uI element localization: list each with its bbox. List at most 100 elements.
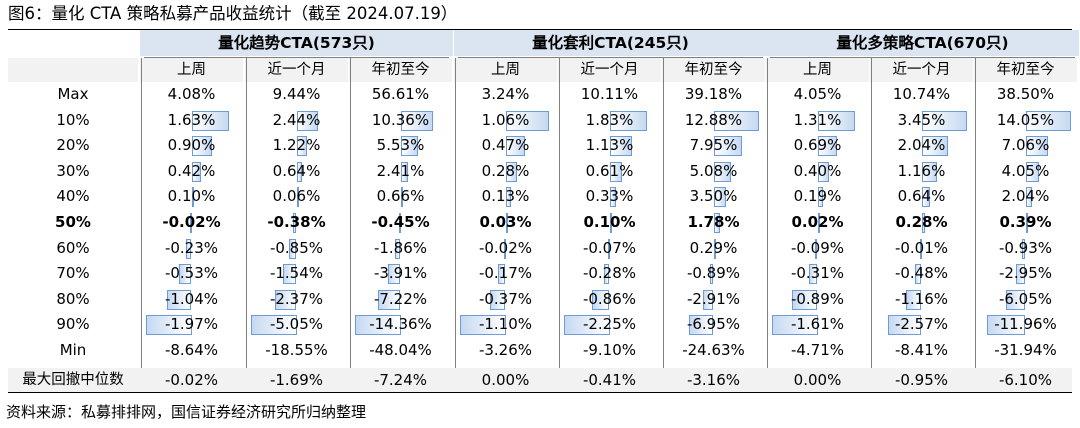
row-label: 70% (56, 264, 90, 283)
table-cell: -8.64% (164, 341, 219, 359)
data-bar (609, 213, 612, 233)
row-label: 40% (56, 187, 90, 206)
data-bar (191, 110, 230, 131)
data-bar (400, 110, 434, 131)
table-cell: -0.48% (894, 264, 949, 283)
data-bar (146, 315, 192, 336)
column-separator (350, 58, 351, 368)
table-cell: -0.38% (267, 213, 326, 231)
group-underline (770, 57, 1075, 58)
row-label: 20% (56, 136, 90, 155)
group-underline (144, 57, 449, 58)
data-bar (288, 238, 297, 259)
table-cell: 0.64% (897, 187, 946, 206)
table-cell: -2.95% (998, 264, 1053, 283)
table-cell: 0.10% (167, 187, 216, 206)
table-cell: 14.05% (996, 110, 1055, 129)
data-bar (921, 161, 937, 182)
table-cell: -31.94% (994, 341, 1057, 359)
group-header: 量化多策略CTA(670只) (836, 34, 1009, 52)
table-cell: 3.45% (897, 110, 946, 129)
data-bar (906, 289, 922, 310)
data-bar (1025, 187, 1033, 208)
table-cell: 1.63% (167, 110, 216, 129)
column-header: 上周 (766, 58, 869, 82)
data-bar (713, 187, 726, 208)
table-cell: 5.08% (689, 161, 738, 180)
data-bar (498, 264, 506, 285)
table-cell: 4.05% (793, 85, 842, 103)
table-cell: -4.71% (790, 341, 845, 359)
data-bar (355, 315, 401, 336)
group-header-bg (766, 30, 1079, 56)
table-cell: -0.01% (894, 238, 949, 257)
data-bar (817, 161, 829, 182)
drawdown-cell: -1.69% (269, 371, 324, 389)
data-bar (186, 238, 192, 259)
row-label: 90% (56, 315, 90, 334)
table-cell: -0.31% (790, 264, 845, 283)
table-cell: 0.64% (272, 161, 321, 180)
table-cell: 12.88% (684, 110, 743, 129)
data-bar (1025, 136, 1049, 157)
column-header: 近一个月 (870, 58, 973, 82)
data-bar (710, 264, 714, 285)
drawdown-row-bg (8, 368, 1072, 392)
table-cell: -18.55% (265, 341, 328, 359)
data-bar (703, 289, 714, 310)
table-cell: -8.41% (894, 341, 949, 359)
group-header: 量化套利CTA(245只) (532, 34, 689, 52)
data-bar (400, 136, 419, 157)
data-bar (915, 264, 922, 285)
data-bar (1015, 264, 1026, 285)
drawdown-cell: -0.95% (894, 371, 949, 389)
table-cell: 0.33% (585, 187, 634, 206)
table-cell: 0.02% (791, 213, 844, 231)
data-bar (179, 264, 192, 285)
group-header: 量化趋势CTA(573只) (218, 34, 375, 52)
data-bar (400, 161, 409, 182)
table-cell: 0.90% (167, 136, 216, 155)
table-cell: 0.66% (376, 187, 425, 206)
table-cell: 1.31% (793, 110, 842, 129)
table-cell: 3.50% (689, 187, 738, 206)
table-cell: 10.74% (892, 85, 951, 103)
data-bar (564, 315, 610, 336)
table-cell: -0.85% (269, 238, 324, 257)
row-label: Max (57, 85, 89, 103)
drawdown-cell: -0.02% (164, 371, 219, 389)
row-label: 30% (56, 161, 90, 180)
row-label: 10% (56, 110, 90, 129)
group-header-bg (454, 30, 767, 56)
table-cell: 1.22% (272, 136, 321, 155)
data-bar (1005, 289, 1026, 310)
data-bar (887, 315, 922, 336)
table-cell: 0.61% (585, 161, 634, 180)
drawdown-cell: -3.16% (686, 371, 741, 389)
drawdown-row-label: 最大回撤中位数 (22, 372, 124, 388)
data-bar (275, 289, 297, 310)
table-cell: -9.10% (582, 341, 637, 359)
table-cell: -0.07% (582, 238, 637, 257)
table-cell: 0.39% (999, 213, 1052, 231)
column-header: 上周 (454, 58, 557, 82)
column-separator (767, 58, 768, 368)
data-bar (505, 110, 550, 131)
table-cell: 10.36% (371, 110, 430, 129)
data-bar (191, 187, 194, 208)
table-cell: -0.02% (162, 213, 221, 231)
table-cell: -0.37% (478, 289, 533, 308)
table-cell: 0.03% (479, 213, 532, 231)
table-cell: -0.09% (790, 238, 845, 257)
table-cell: -0.45% (371, 213, 430, 231)
data-bar (986, 315, 1026, 336)
table-cell: 2.41% (376, 161, 425, 180)
data-bar (713, 136, 742, 157)
column-separator (141, 58, 142, 368)
column-header: 年初至今 (349, 58, 452, 82)
drawdown-cell: -7.24% (373, 371, 428, 389)
data-bar (296, 136, 308, 157)
data-bar (505, 213, 508, 233)
table-cell: -2.57% (894, 315, 949, 334)
table-cell: -2.91% (686, 289, 741, 308)
